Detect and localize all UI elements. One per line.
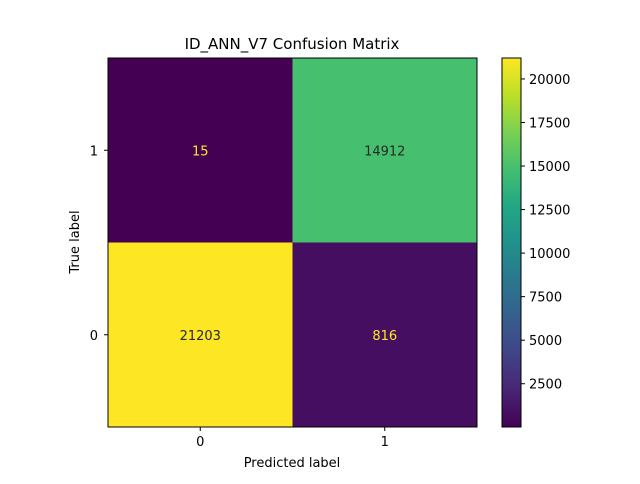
heatmap-cells: [108, 58, 478, 428]
y-tick-label: 0: [90, 329, 98, 344]
cell-value-label: 21203: [180, 329, 221, 344]
colorbar-tick-label: 12500: [529, 204, 570, 219]
chart-title: ID_ANN_V7 Confusion Matrix: [185, 35, 400, 54]
colorbar-tick-label: 5000: [529, 334, 562, 349]
colorbar-tick-label: 7500: [529, 291, 562, 306]
x-axis-label: Predicted label: [244, 456, 341, 471]
cell-value-label: 15: [192, 144, 209, 159]
colorbar: [501, 57, 522, 428]
colorbar-ticks: 2500 5000 7500 10000 12500 15000 17500 20000: [521, 73, 570, 393]
colorbar-tick-label: 10000: [529, 247, 570, 262]
heatmap-cell: [108, 242, 293, 428]
cell-value-label: 816: [372, 329, 397, 344]
colorbar-tick-label: 15000: [529, 160, 570, 175]
y-tick-label: 1: [90, 144, 98, 159]
y-axis-ticks: 10: [90, 144, 108, 344]
heatmap-cell-labels: 15 14912 21203 816: [180, 144, 406, 344]
x-tick-label: 0: [196, 435, 204, 450]
colorbar-tick-label: 2500: [529, 378, 562, 393]
x-tick-label: 1: [381, 435, 389, 450]
y-axis-label: True label: [68, 210, 83, 274]
colorbar-tick-label: 17500: [529, 116, 570, 131]
heatmap-cell: [292, 58, 478, 243]
plot-frame: [107, 57, 478, 428]
colorbar-tick-label: 20000: [529, 73, 570, 88]
cell-value-label: 14912: [364, 144, 405, 159]
heatmap-cell: [292, 242, 478, 428]
heatmap-cell: [108, 58, 293, 243]
